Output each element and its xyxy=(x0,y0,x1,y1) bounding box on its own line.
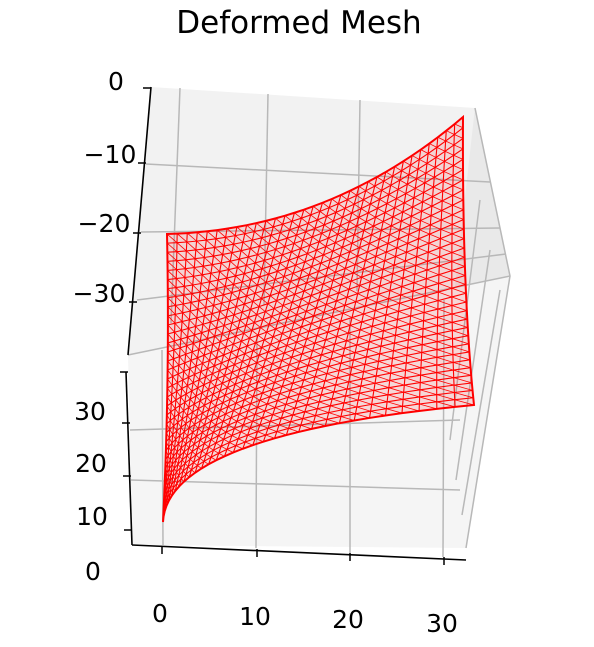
z-tick-label: −10 xyxy=(84,140,137,169)
grid-line xyxy=(145,163,491,183)
x-tick-label: 0 xyxy=(152,599,168,628)
mesh-diagonal xyxy=(166,414,209,465)
x-tick-label: 30 xyxy=(426,609,458,638)
mesh-diagonal xyxy=(446,130,464,139)
mesh-diagonal xyxy=(167,387,234,453)
deformed-mesh xyxy=(162,114,476,523)
mesh-diagonal xyxy=(437,136,464,150)
mesh-diagonal xyxy=(166,423,202,469)
mesh-diagonal xyxy=(164,477,173,497)
mesh-diagonal xyxy=(167,360,264,443)
grid-line xyxy=(455,249,491,481)
x-axis-line xyxy=(131,544,467,561)
mesh-diagonal xyxy=(265,220,468,328)
mesh-diagonal xyxy=(216,229,471,369)
mesh-diagonal xyxy=(256,222,469,337)
grid-line xyxy=(130,479,461,491)
z-tick-label: −20 xyxy=(78,209,131,238)
y-ticks: 0 10 20 30 xyxy=(74,371,132,586)
mesh-diagonal xyxy=(164,468,176,492)
mesh-diagonal xyxy=(294,212,467,303)
mesh-diagonal xyxy=(331,198,466,267)
mesh-diagonal xyxy=(376,176,464,220)
mesh-diagonal xyxy=(167,324,312,430)
y-axis-line xyxy=(125,371,133,546)
y-tick-label: 0 xyxy=(85,557,101,586)
x-ticks: 0 10 20 30 xyxy=(152,546,458,638)
mesh-diagonal xyxy=(236,226,470,353)
mesh-diagonal xyxy=(385,171,464,211)
axes xyxy=(125,86,467,561)
floor-pane xyxy=(128,276,510,548)
mesh-diagonal xyxy=(167,288,370,419)
mesh-diagonal xyxy=(166,405,217,461)
mesh-diagonal xyxy=(167,369,253,446)
grid-line xyxy=(263,93,269,306)
chart-title: Deformed Mesh xyxy=(176,5,421,41)
mesh-diagonal xyxy=(186,232,473,391)
mesh-diagonal xyxy=(226,228,471,361)
mesh-diagonal xyxy=(167,279,386,416)
y-tick-label: 30 xyxy=(74,397,106,426)
grid-line xyxy=(356,99,361,292)
z-axis-line xyxy=(127,86,152,356)
mesh-diagonal xyxy=(163,495,167,507)
mesh-diagonal xyxy=(176,233,474,399)
mesh-diagonal xyxy=(403,160,464,191)
mesh-diagonal xyxy=(358,186,465,239)
mesh-diagonal xyxy=(167,270,403,414)
mesh-diagonal xyxy=(420,149,464,171)
mesh-diagonal xyxy=(167,333,299,433)
z-ticks: 0 −10 −20 −30 xyxy=(73,67,151,308)
y-tick-label: 20 xyxy=(75,449,107,478)
mesh-diagonal xyxy=(322,202,466,276)
mesh-diagonal xyxy=(284,215,467,311)
mesh-diagonal xyxy=(167,251,437,410)
mesh-diagonal xyxy=(303,209,467,294)
mesh-diagonal xyxy=(411,155,464,181)
mesh-diagonal xyxy=(167,261,420,412)
mesh-diagonal xyxy=(429,143,464,160)
grid-line xyxy=(442,299,445,558)
mesh-diagonal xyxy=(165,441,190,478)
x-tick-label: 10 xyxy=(239,602,271,631)
mesh-diagonal xyxy=(167,297,355,421)
mesh-diagonal xyxy=(246,224,469,345)
mesh-diagonal xyxy=(367,181,464,230)
z-tick-label: 0 xyxy=(108,67,124,96)
mesh-diagonal xyxy=(394,166,464,201)
mesh-diagonal xyxy=(340,194,465,258)
grid-line xyxy=(255,334,258,549)
mesh-diagonal xyxy=(167,306,340,424)
mesh-diagonal xyxy=(166,242,456,408)
grid-line xyxy=(461,289,501,516)
mesh-diagonal xyxy=(349,190,465,249)
z-tick-label: −30 xyxy=(73,279,126,308)
mesh-diagonal xyxy=(167,315,326,427)
mesh-diagonal xyxy=(167,351,275,439)
mesh-diagonal xyxy=(166,233,475,406)
mesh-diagonal xyxy=(165,459,180,487)
mesh-diagonal xyxy=(197,231,472,384)
mesh-diagonal xyxy=(164,486,170,502)
mesh-diagonal xyxy=(163,504,166,512)
mesh-diagonal xyxy=(275,218,468,320)
mesh-diagonal xyxy=(312,205,466,285)
x-tick-label: 20 xyxy=(332,605,364,634)
mesh-diagonal xyxy=(166,396,225,457)
mesh-diagonal xyxy=(166,432,196,474)
mesh-diagonal xyxy=(165,450,185,482)
mesh-diagonal xyxy=(167,342,287,436)
mesh-diagonal xyxy=(207,230,472,376)
y-tick-label: 10 xyxy=(76,502,108,531)
mesh-diagonal xyxy=(454,123,464,129)
mesh-diagonal xyxy=(167,378,243,450)
